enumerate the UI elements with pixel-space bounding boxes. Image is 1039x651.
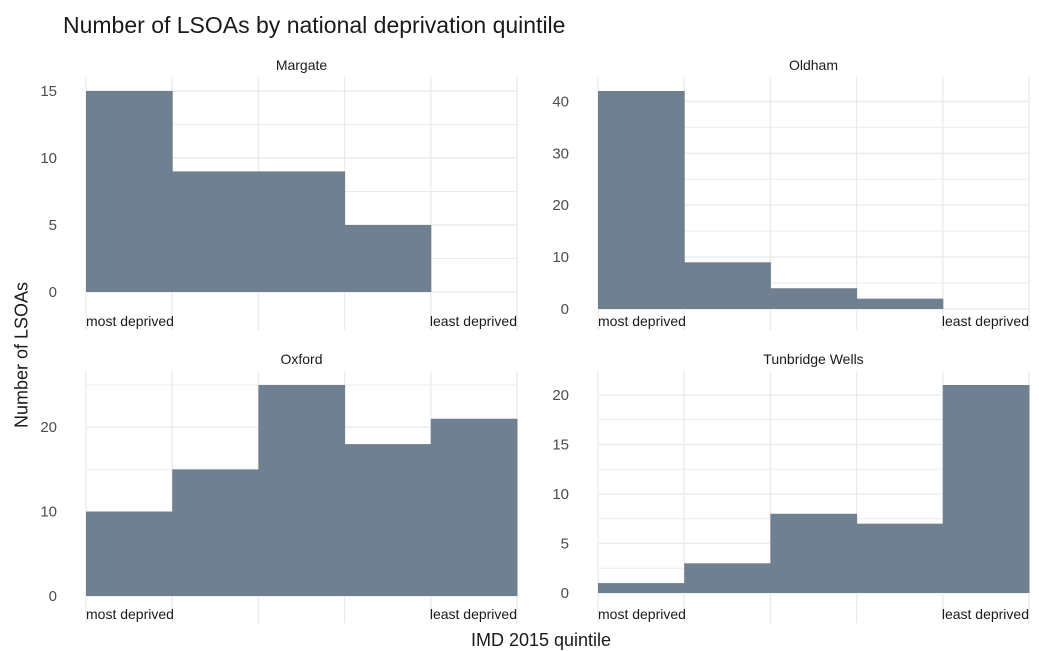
x-end-label-left: most deprived (86, 606, 174, 622)
bar (942, 385, 1030, 593)
y-tick-label: 20 (552, 387, 569, 404)
bar (172, 171, 259, 292)
x-end-label-left: most deprived (598, 313, 686, 329)
y-tick-label: 10 (40, 150, 57, 167)
bar (770, 513, 858, 593)
y-tick-label: 15 (40, 83, 57, 100)
bar (598, 583, 685, 593)
x-end-label-left: most deprived (86, 313, 174, 329)
y-tick-label: 15 (552, 436, 569, 453)
bar (856, 523, 944, 593)
y-tick-label: 20 (40, 419, 57, 436)
y-tick-label: 10 (552, 486, 569, 503)
panel-title: Oxford (280, 351, 322, 367)
y-tick-label: 10 (40, 504, 57, 521)
bar (344, 444, 432, 596)
panel-title: Margate (276, 57, 328, 73)
bar (684, 262, 771, 309)
x-end-label-right: least deprived (942, 606, 1029, 622)
bar (598, 91, 685, 309)
y-tick-label: 5 (561, 535, 569, 552)
bar (86, 91, 173, 292)
x-end-label-right: least deprived (942, 313, 1029, 329)
bar (770, 288, 858, 309)
bar (684, 563, 771, 593)
y-tick-label: 40 (552, 93, 569, 110)
y-tick-label: 30 (552, 145, 569, 162)
y-tick-label: 10 (552, 249, 569, 266)
bar (430, 418, 518, 596)
y-tick-label: 20 (552, 197, 569, 214)
y-tick-label: 0 (561, 585, 569, 602)
y-tick-label: 5 (49, 217, 57, 234)
bar (86, 511, 173, 596)
bar (344, 225, 432, 292)
bar (172, 469, 259, 596)
y-tick-label: 0 (561, 301, 569, 318)
panel-title: Tunbridge Wells (763, 351, 863, 367)
x-end-label-left: most deprived (598, 606, 686, 622)
bar (856, 298, 944, 309)
panel-title: Oldham (789, 57, 838, 73)
y-tick-label: 0 (49, 284, 57, 301)
x-end-label-right: least deprived (430, 313, 517, 329)
y-tick-label: 0 (49, 588, 57, 605)
bar (258, 385, 346, 596)
x-end-label-right: least deprived (430, 606, 517, 622)
x-axis-label: IMD 2015 quintile (470, 630, 612, 650)
chart-title: Number of LSOAs by national deprivation … (63, 12, 566, 38)
bar (258, 171, 346, 292)
